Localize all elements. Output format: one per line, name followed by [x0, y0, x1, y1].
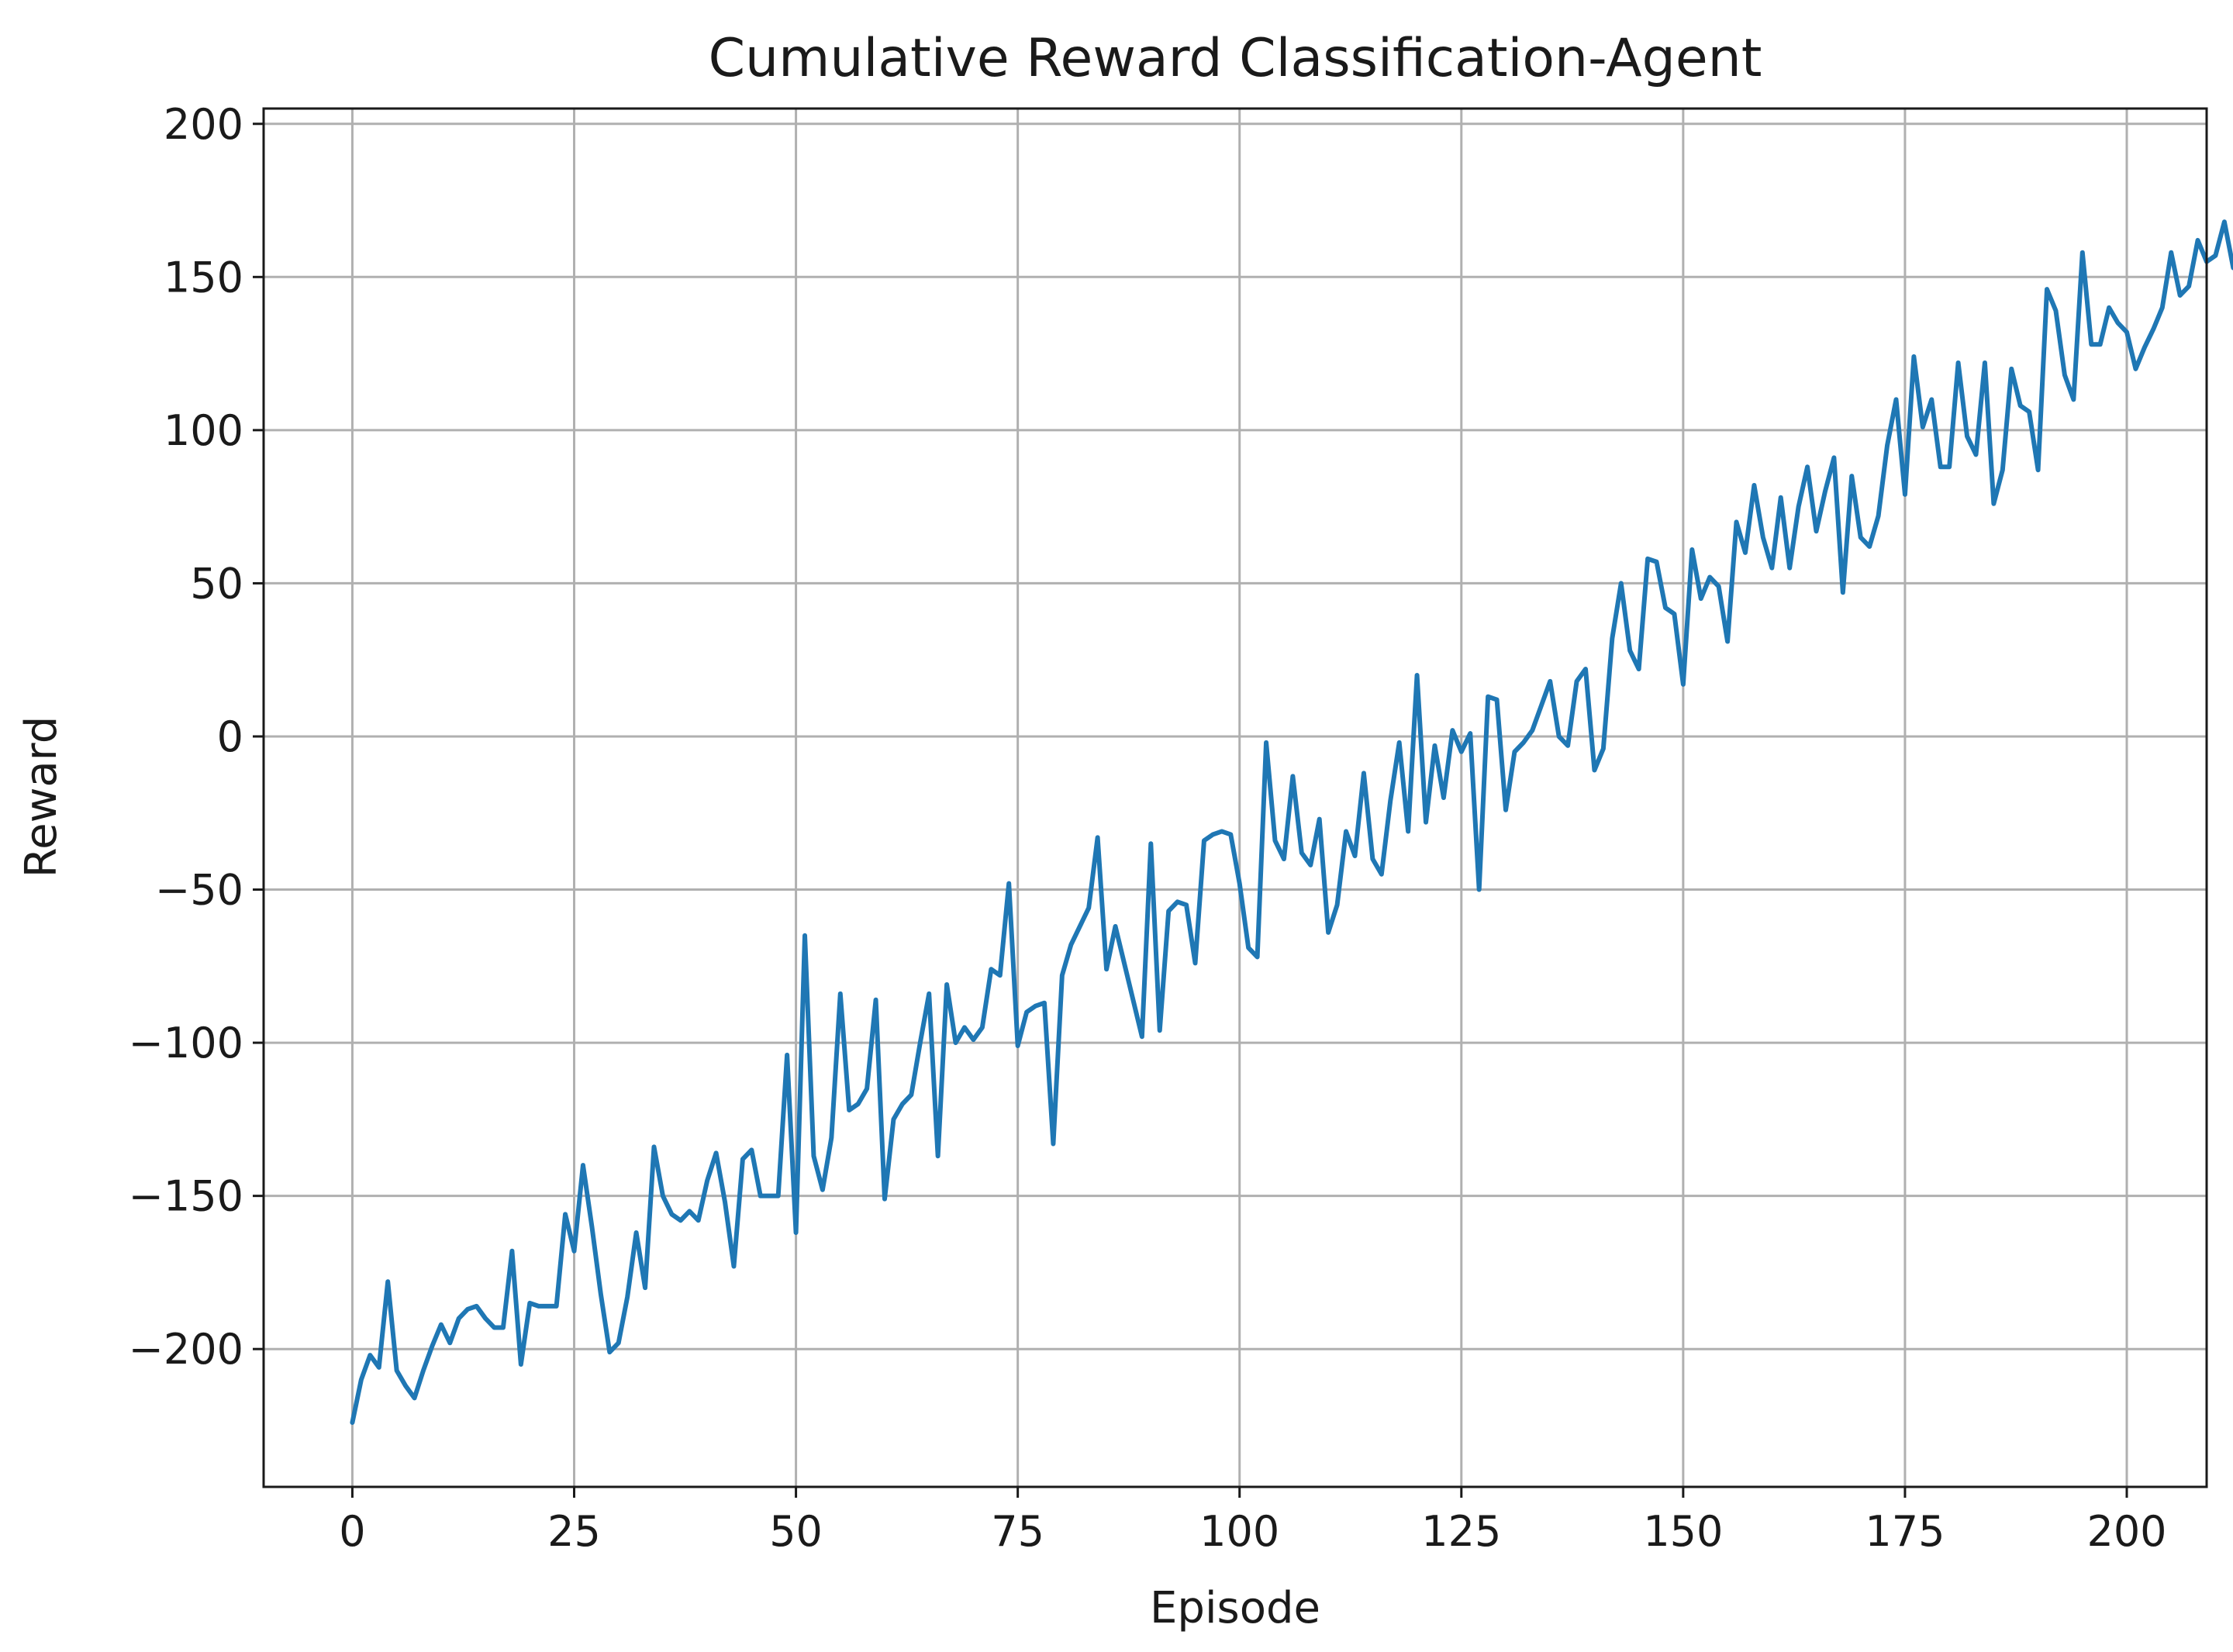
x-tick-label: 0: [339, 1507, 365, 1556]
plot-area-frame: [262, 107, 2208, 1488]
y-axis-label: Reward: [16, 716, 67, 878]
y-tick-label: 150: [164, 253, 243, 302]
y-tick-label: 100: [164, 406, 243, 455]
y-tick-label: −150: [129, 1172, 243, 1221]
y-tick-label: −200: [129, 1325, 243, 1374]
x-tick-label: 25: [547, 1507, 601, 1556]
x-tick-label: 50: [769, 1507, 823, 1556]
x-tick-label: 75: [991, 1507, 1044, 1556]
y-tick-label: 50: [190, 559, 243, 608]
grid: [264, 109, 2207, 1487]
x-tick-label: 125: [1421, 1507, 1501, 1556]
chart-title: Cumulative Reward Classification-Agent: [709, 28, 1762, 89]
x-tick-label: 200: [2086, 1507, 2166, 1556]
x-tick-label: 175: [1865, 1507, 1945, 1556]
axis-ticks: 0 25 50 75 100 125 150 175 200 200 150 100 50 0 −50 −10…: [129, 100, 2167, 1556]
y-tick-label: 0: [217, 712, 243, 761]
y-tick-label: 200: [164, 100, 243, 149]
x-axis-label: Episode: [1150, 1583, 1320, 1633]
y-tick-label: −100: [129, 1019, 243, 1067]
x-tick-label: 100: [1199, 1507, 1279, 1556]
x-tick-label: 150: [1643, 1507, 1723, 1556]
y-tick-label: −50: [155, 866, 243, 915]
series-layer: [350, 219, 2233, 1426]
reward-series-line: [350, 219, 2233, 1426]
